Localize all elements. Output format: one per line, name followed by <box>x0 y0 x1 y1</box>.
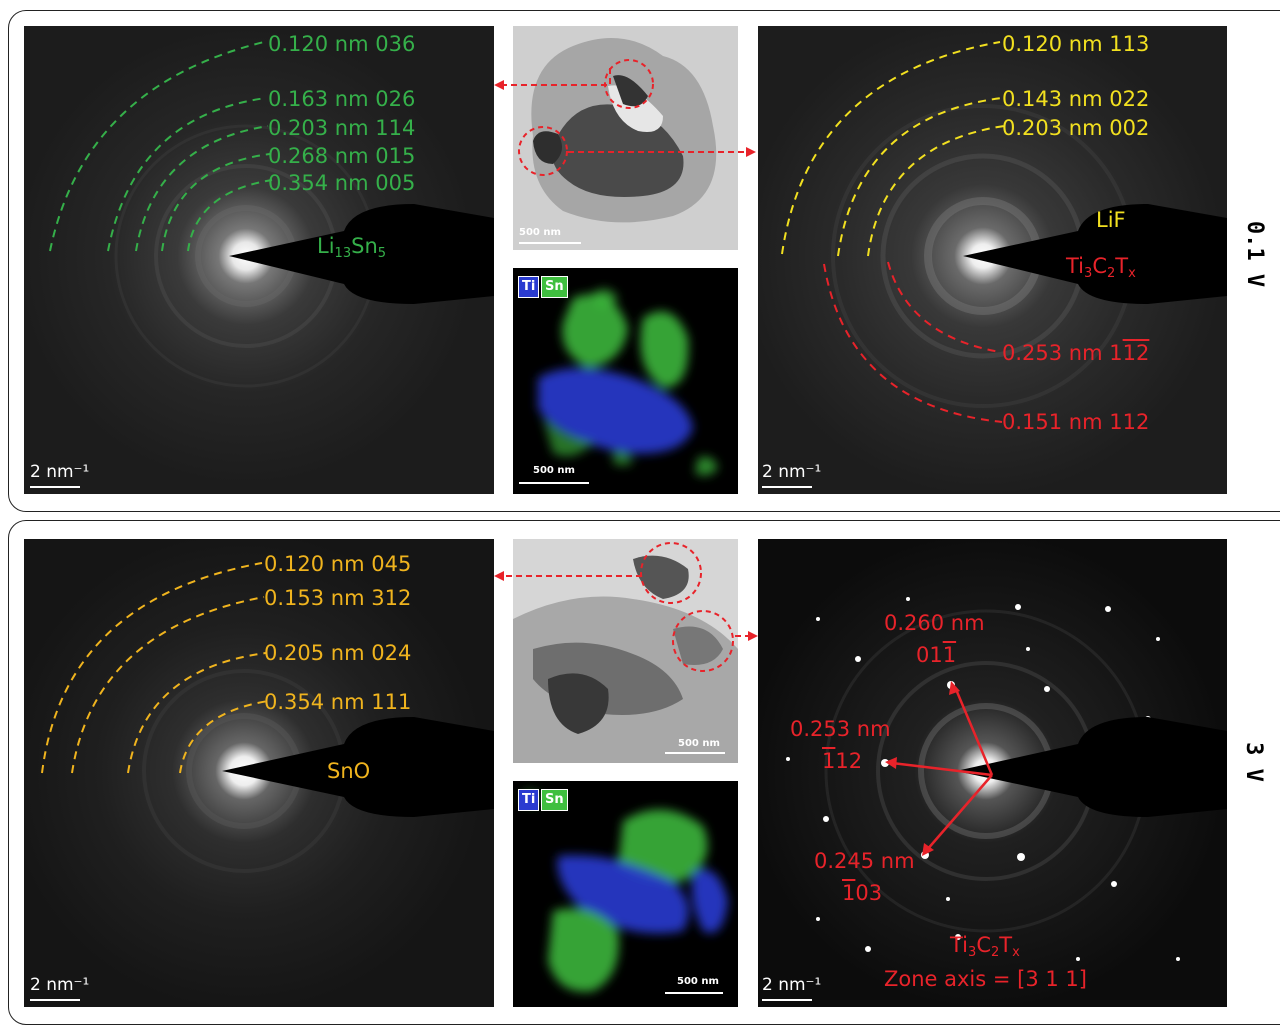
spot-label-1-index: 011 <box>916 643 957 667</box>
eds-map-graphic <box>513 268 738 494</box>
ring-label-4: 0.268 nm 015 <box>268 144 416 168</box>
voltage-label-top: 0.1 V <box>1242 220 1267 288</box>
spot-label-3-index: 103 <box>842 881 883 905</box>
phase-label-li13sn5: Li13Sn5 <box>317 234 387 261</box>
saed-panel-top-left: 0.120 nm 036 0.163 nm 026 0.203 nm 114 0… <box>24 26 494 494</box>
ring-label-4: 0.354 nm 111 <box>264 690 412 714</box>
eds-map-graphic <box>513 781 738 1007</box>
ring-label-5: 0.151 nm 112 <box>1002 410 1150 434</box>
spot-label-2-index: 112 <box>822 749 863 773</box>
scale-bar: 2 nm⁻¹ <box>30 977 89 1001</box>
eds-scale-bar: 500 nm <box>519 466 589 484</box>
top-row-frame <box>8 10 1280 512</box>
scale-bar: 2 nm⁻¹ <box>762 464 821 488</box>
ring-label-2: 0.143 nm 022 <box>1002 87 1150 111</box>
scale-bar: 2 nm⁻¹ <box>30 464 89 488</box>
saed-pattern-graphic <box>758 539 1227 1007</box>
saed-panel-top-right: 0.120 nm 113 0.143 nm 022 0.203 nm 002 L… <box>758 26 1227 494</box>
ring-label-3: 0.203 nm 114 <box>268 116 416 140</box>
spot-label-3-d: 0.245 nm <box>814 849 915 873</box>
tem-scale-bar: 500 nm <box>519 228 581 244</box>
eds-legend-sn: Sn <box>541 276 568 298</box>
bottom-connector-arrows <box>494 571 758 641</box>
phase-label-ti3c2tx: Ti3C2Tx <box>950 933 1020 960</box>
saed-panel-bottom-left: 0.120 nm 045 0.153 nm 312 0.205 nm 024 0… <box>24 539 494 1007</box>
ring-label-5: 0.354 nm 005 <box>268 171 416 195</box>
ring-label-4: 0.253 nm 112 <box>1002 341 1150 365</box>
zone-axis-label: Zone axis = [3 1 1] <box>884 967 1087 991</box>
phase-label-lif: LiF <box>1096 208 1126 232</box>
phase-label-sno: SnO <box>327 759 371 783</box>
scale-bar: 2 nm⁻¹ <box>762 977 821 1001</box>
tem-micrograph-graphic <box>513 26 738 250</box>
eds-legend-ti: Ti <box>518 789 540 811</box>
saed-pattern-graphic <box>24 539 494 1007</box>
spot-label-2-d: 0.253 nm <box>790 717 891 741</box>
top-connector-arrows <box>494 68 756 157</box>
ring-label-2: 0.153 nm 312 <box>264 586 412 610</box>
spot-label-1-d: 0.260 nm <box>884 611 985 635</box>
ring-label-1: 0.120 nm 113 <box>1002 32 1150 56</box>
eds-map-top: Ti Sn 500 nm <box>513 268 738 494</box>
ring-label-1: 0.120 nm 045 <box>264 552 412 576</box>
tem-scale-bar: 500 nm <box>665 739 725 754</box>
voltage-label-bottom: 3 V <box>1241 742 1266 782</box>
saed-panel-bottom-right: 0.260 nm 011 0.253 nm 112 0.245 nm 103 T… <box>758 539 1227 1007</box>
tem-image-top: 500 nm <box>513 26 738 250</box>
ring-label-3: 0.203 nm 002 <box>1002 116 1150 140</box>
phase-label-ti3c2tx: Ti3C2Tx <box>1066 254 1136 281</box>
eds-legend-sn: Sn <box>541 789 568 811</box>
ring-label-3: 0.205 nm 024 <box>264 641 412 665</box>
eds-map-bottom: Ti Sn 500 nm <box>513 781 738 1007</box>
saed-pattern-graphic <box>758 26 1227 494</box>
saed-pattern-graphic <box>24 26 494 494</box>
ring-label-1: 0.120 nm 036 <box>268 32 416 56</box>
eds-scale-bar: 500 nm <box>665 977 723 994</box>
eds-legend-ti: Ti <box>518 276 540 298</box>
ring-label-2: 0.163 nm 026 <box>268 87 416 111</box>
